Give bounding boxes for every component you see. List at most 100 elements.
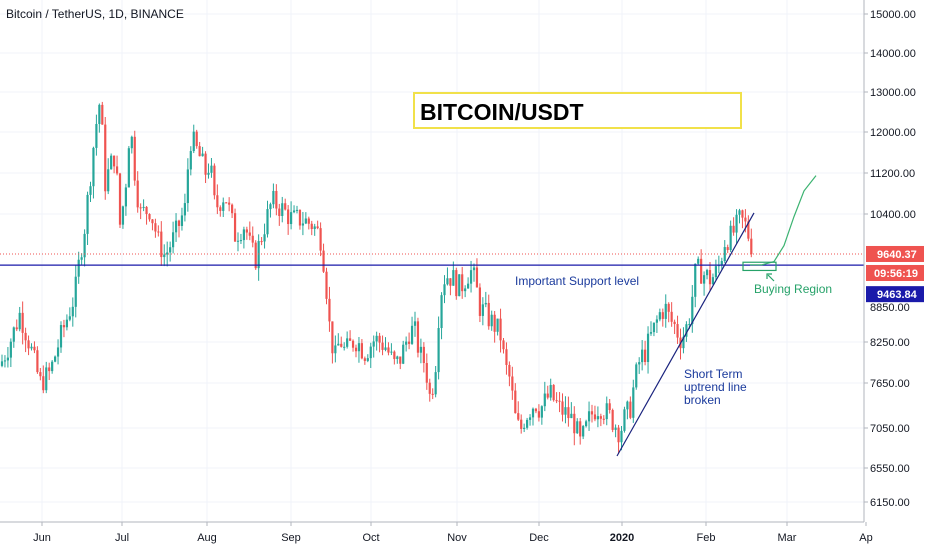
candle — [183, 193, 186, 222]
candle — [89, 181, 92, 203]
candle — [644, 340, 647, 366]
candle — [419, 338, 422, 364]
candle — [86, 191, 89, 246]
candle — [705, 268, 709, 280]
y-tick-label: 13000.00 — [870, 87, 916, 99]
candle — [80, 253, 83, 265]
short-term-line-1: Short Term — [684, 367, 742, 381]
candle — [587, 401, 591, 431]
candle — [272, 183, 275, 209]
candle — [449, 278, 452, 296]
y-tick-label: 6150.00 — [870, 497, 910, 509]
candle — [142, 199, 145, 212]
candle — [148, 213, 151, 222]
candle — [163, 244, 166, 267]
candle — [222, 197, 225, 218]
candle — [649, 321, 653, 336]
candle — [564, 396, 567, 424]
candle — [98, 103, 101, 133]
candle — [340, 336, 343, 348]
candle — [343, 342, 346, 351]
candle — [9, 338, 12, 368]
candle — [127, 146, 130, 188]
candle — [263, 223, 266, 249]
candle — [337, 333, 340, 346]
last-price-tag: 9640.37 — [866, 245, 924, 262]
candle — [499, 308, 502, 353]
candle — [204, 151, 207, 184]
candle — [210, 157, 213, 178]
candle — [42, 365, 45, 394]
candle — [6, 347, 9, 368]
candle — [307, 216, 310, 230]
candle — [555, 392, 558, 404]
candle — [493, 310, 496, 343]
candle — [369, 342, 372, 368]
candle — [257, 234, 260, 281]
candle — [629, 396, 632, 420]
candle — [723, 240, 726, 263]
candle — [673, 319, 676, 335]
candle — [416, 317, 420, 358]
candle — [322, 243, 325, 274]
time-axis[interactable]: Jun Jul Aug Sep Oct Nov Dec 2020 Feb Mar Ap — [0, 521, 932, 550]
candle — [104, 116, 107, 200]
candle — [747, 215, 750, 242]
candle — [626, 400, 629, 420]
title-box-text: BITCOIN/USDT — [420, 99, 584, 125]
candle — [62, 319, 66, 338]
candle — [115, 155, 119, 176]
candle — [363, 356, 366, 365]
y-tick-label: 11200.00 — [870, 168, 915, 180]
candle — [667, 302, 670, 323]
candle — [113, 155, 116, 174]
gridlines — [0, 0, 867, 522]
candle — [458, 274, 461, 297]
buying-arrow-icon — [766, 273, 775, 282]
candle — [169, 241, 172, 262]
candle — [351, 339, 355, 352]
uptrend-line — [616, 212, 755, 457]
buying-region-box — [742, 261, 777, 272]
candle — [682, 327, 685, 354]
y-tick-label: 12000.00 — [870, 127, 916, 139]
candle — [614, 424, 617, 438]
candle — [275, 184, 278, 216]
candle — [278, 203, 281, 226]
price-axis-ticks: 15000.00 14000.00 13000.00 12000.00 11200.00… — [864, 9, 916, 509]
candle — [387, 342, 390, 356]
y-tick-label: 7050.00 — [870, 423, 910, 435]
candle — [570, 402, 573, 419]
x-tick-label: Oct — [362, 532, 379, 544]
candle — [558, 392, 561, 413]
candle — [590, 404, 594, 423]
candle — [245, 226, 248, 240]
candle — [328, 286, 331, 332]
candle — [511, 366, 514, 400]
candle — [236, 232, 240, 252]
candle — [437, 316, 440, 380]
candle — [390, 343, 393, 356]
candle — [549, 378, 552, 401]
candle — [428, 378, 431, 402]
candle — [670, 302, 673, 327]
candle — [735, 209, 738, 244]
candle — [425, 353, 428, 390]
candle — [490, 310, 493, 331]
candle — [440, 292, 443, 340]
candle — [487, 294, 490, 330]
candle — [646, 326, 650, 374]
candle — [231, 203, 234, 219]
candle — [24, 327, 27, 353]
candle — [446, 267, 449, 286]
candle — [316, 220, 319, 230]
candle — [12, 326, 15, 348]
candle — [95, 114, 98, 156]
short-term-line-3: broken — [684, 393, 721, 407]
candle — [708, 261, 712, 292]
candle — [576, 418, 579, 434]
candle — [27, 335, 30, 356]
candle — [534, 407, 538, 414]
candle — [266, 200, 269, 238]
